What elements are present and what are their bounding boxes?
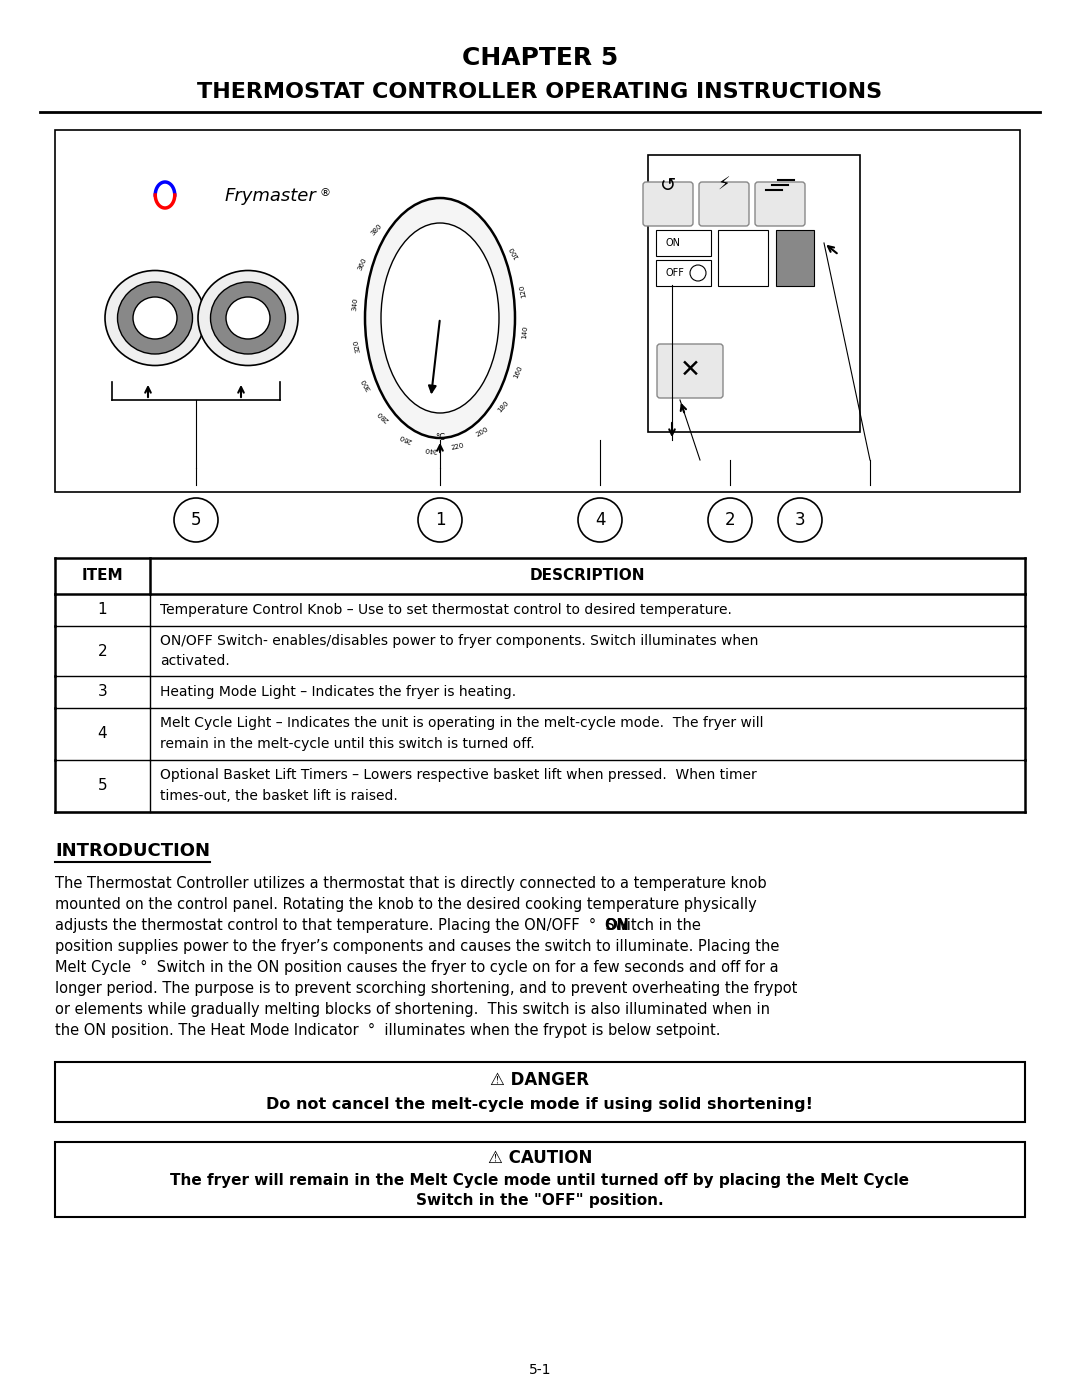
Circle shape [578, 497, 622, 542]
Bar [648, 155, 860, 432]
Text: 5: 5 [191, 511, 201, 529]
Text: 180: 180 [497, 400, 510, 414]
Ellipse shape [133, 298, 177, 339]
Text: mounted on the control panel. Rotating the knob to the desired cooking temperatu: mounted on the control panel. Rotating t… [55, 897, 757, 912]
Text: 240: 240 [424, 446, 438, 453]
Text: 220: 220 [450, 443, 464, 451]
Text: 200: 200 [475, 426, 490, 439]
Text: 320: 320 [352, 338, 361, 352]
Text: or elements while gradually melting blocks of shortening.  This switch is also i: or elements while gradually melting bloc… [55, 1002, 770, 1017]
Text: The fryer will remain in the Melt Cycle mode until turned off by placing the Mel: The fryer will remain in the Melt Cycle … [171, 1172, 909, 1187]
FancyBboxPatch shape [643, 182, 693, 226]
Text: 1: 1 [97, 602, 107, 617]
Text: Melt Cycle  °  Switch in the ON position causes the fryer to cycle on for a few : Melt Cycle ° Switch in the ON position c… [55, 960, 779, 975]
Bar [55, 1141, 1025, 1217]
Text: ON/OFF Switch- enables/disables power to fryer components. Switch illuminates wh: ON/OFF Switch- enables/disables power to… [160, 634, 758, 648]
FancyBboxPatch shape [699, 182, 750, 226]
Text: the ON position. The Heat Mode Indicator  °  illuminates when the frypot is belo: the ON position. The Heat Mode Indicator… [55, 1023, 720, 1038]
Text: 120: 120 [518, 284, 527, 298]
Text: 380: 380 [370, 222, 383, 237]
Text: Heating Mode Light – Indicates the fryer is heating.: Heating Mode Light – Indicates the fryer… [160, 685, 516, 698]
Text: ⚠ CAUTION: ⚠ CAUTION [488, 1148, 592, 1166]
Text: longer period. The purpose is to prevent scorching shortening, and to prevent ov: longer period. The purpose is to prevent… [55, 981, 797, 996]
Bar [656, 231, 711, 256]
Text: 260: 260 [399, 433, 413, 444]
Text: ⚡: ⚡ [718, 176, 730, 194]
Ellipse shape [118, 282, 192, 353]
Text: activated.: activated. [160, 654, 230, 668]
Text: °C: °C [435, 433, 445, 443]
Bar [55, 130, 1020, 492]
Text: Do not cancel the melt-cycle mode if using solid shortening!: Do not cancel the melt-cycle mode if usi… [267, 1097, 813, 1112]
Text: 2: 2 [725, 511, 735, 529]
Text: OFF: OFF [666, 268, 685, 278]
Text: times-out, the basket lift is raised.: times-out, the basket lift is raised. [160, 789, 397, 803]
Text: Melt Cycle Light – Indicates the unit is operating in the melt-cycle mode.  The : Melt Cycle Light – Indicates the unit is… [160, 717, 764, 731]
Circle shape [174, 497, 218, 542]
Text: 360: 360 [356, 257, 368, 272]
Circle shape [778, 497, 822, 542]
Text: Temperature Control Knob – Use to set thermostat control to desired temperature.: Temperature Control Knob – Use to set th… [160, 604, 732, 617]
Text: ↺: ↺ [660, 176, 676, 194]
Ellipse shape [198, 271, 298, 366]
Text: 4: 4 [97, 726, 107, 742]
Text: 3: 3 [97, 685, 107, 700]
Text: 160: 160 [512, 365, 523, 379]
Text: 280: 280 [376, 409, 390, 423]
Text: CHAPTER 5: CHAPTER 5 [462, 46, 618, 70]
Text: The Thermostat Controller utilizes a thermostat that is directly connected to a : The Thermostat Controller utilizes a the… [55, 876, 767, 891]
Text: Frymaster: Frymaster [225, 187, 316, 205]
Text: ITEM: ITEM [82, 569, 123, 584]
Text: position supplies power to the fryer’s components and causes the switch to illum: position supplies power to the fryer’s c… [55, 939, 780, 954]
Bar [55, 1062, 1025, 1122]
FancyBboxPatch shape [657, 344, 723, 398]
Ellipse shape [365, 198, 515, 439]
Text: 300: 300 [361, 377, 373, 391]
Text: 4: 4 [595, 511, 605, 529]
Text: ON: ON [604, 918, 629, 933]
Text: ®: ® [320, 189, 330, 198]
Text: 140: 140 [521, 326, 528, 338]
FancyBboxPatch shape [755, 182, 805, 226]
Bar [656, 260, 711, 286]
Text: 3: 3 [795, 511, 806, 529]
Text: INTRODUCTION: INTRODUCTION [55, 842, 210, 861]
Text: Optional Basket Lift Timers – Lowers respective basket lift when pressed.  When : Optional Basket Lift Timers – Lowers res… [160, 768, 757, 782]
Text: ⚠ DANGER: ⚠ DANGER [490, 1071, 590, 1090]
Text: 2: 2 [97, 644, 107, 658]
Text: 1: 1 [434, 511, 445, 529]
Text: Switch in the "OFF" position.: Switch in the "OFF" position. [416, 1193, 664, 1207]
Text: DESCRIPTION: DESCRIPTION [530, 569, 645, 584]
Text: 5: 5 [97, 778, 107, 793]
Text: ✕: ✕ [679, 358, 701, 381]
Circle shape [418, 497, 462, 542]
Text: 100: 100 [508, 244, 519, 260]
Ellipse shape [381, 224, 499, 414]
Text: adjusts the thermostat control to that temperature. Placing the ON/OFF  °  Switc: adjusts the thermostat control to that t… [55, 918, 711, 933]
Text: 340: 340 [352, 298, 360, 312]
Bar [777, 231, 814, 286]
Text: THERMOSTAT CONTROLLER OPERATING INSTRUCTIONS: THERMOSTAT CONTROLLER OPERATING INSTRUCT… [198, 82, 882, 102]
Ellipse shape [105, 271, 205, 366]
Text: remain in the melt-cycle until this switch is turned off.: remain in the melt-cycle until this swit… [160, 738, 535, 752]
Text: ON: ON [666, 237, 681, 249]
Ellipse shape [211, 282, 285, 353]
Ellipse shape [226, 298, 270, 339]
Circle shape [708, 497, 752, 542]
Bar [718, 231, 768, 286]
Text: 5-1: 5-1 [529, 1363, 551, 1377]
